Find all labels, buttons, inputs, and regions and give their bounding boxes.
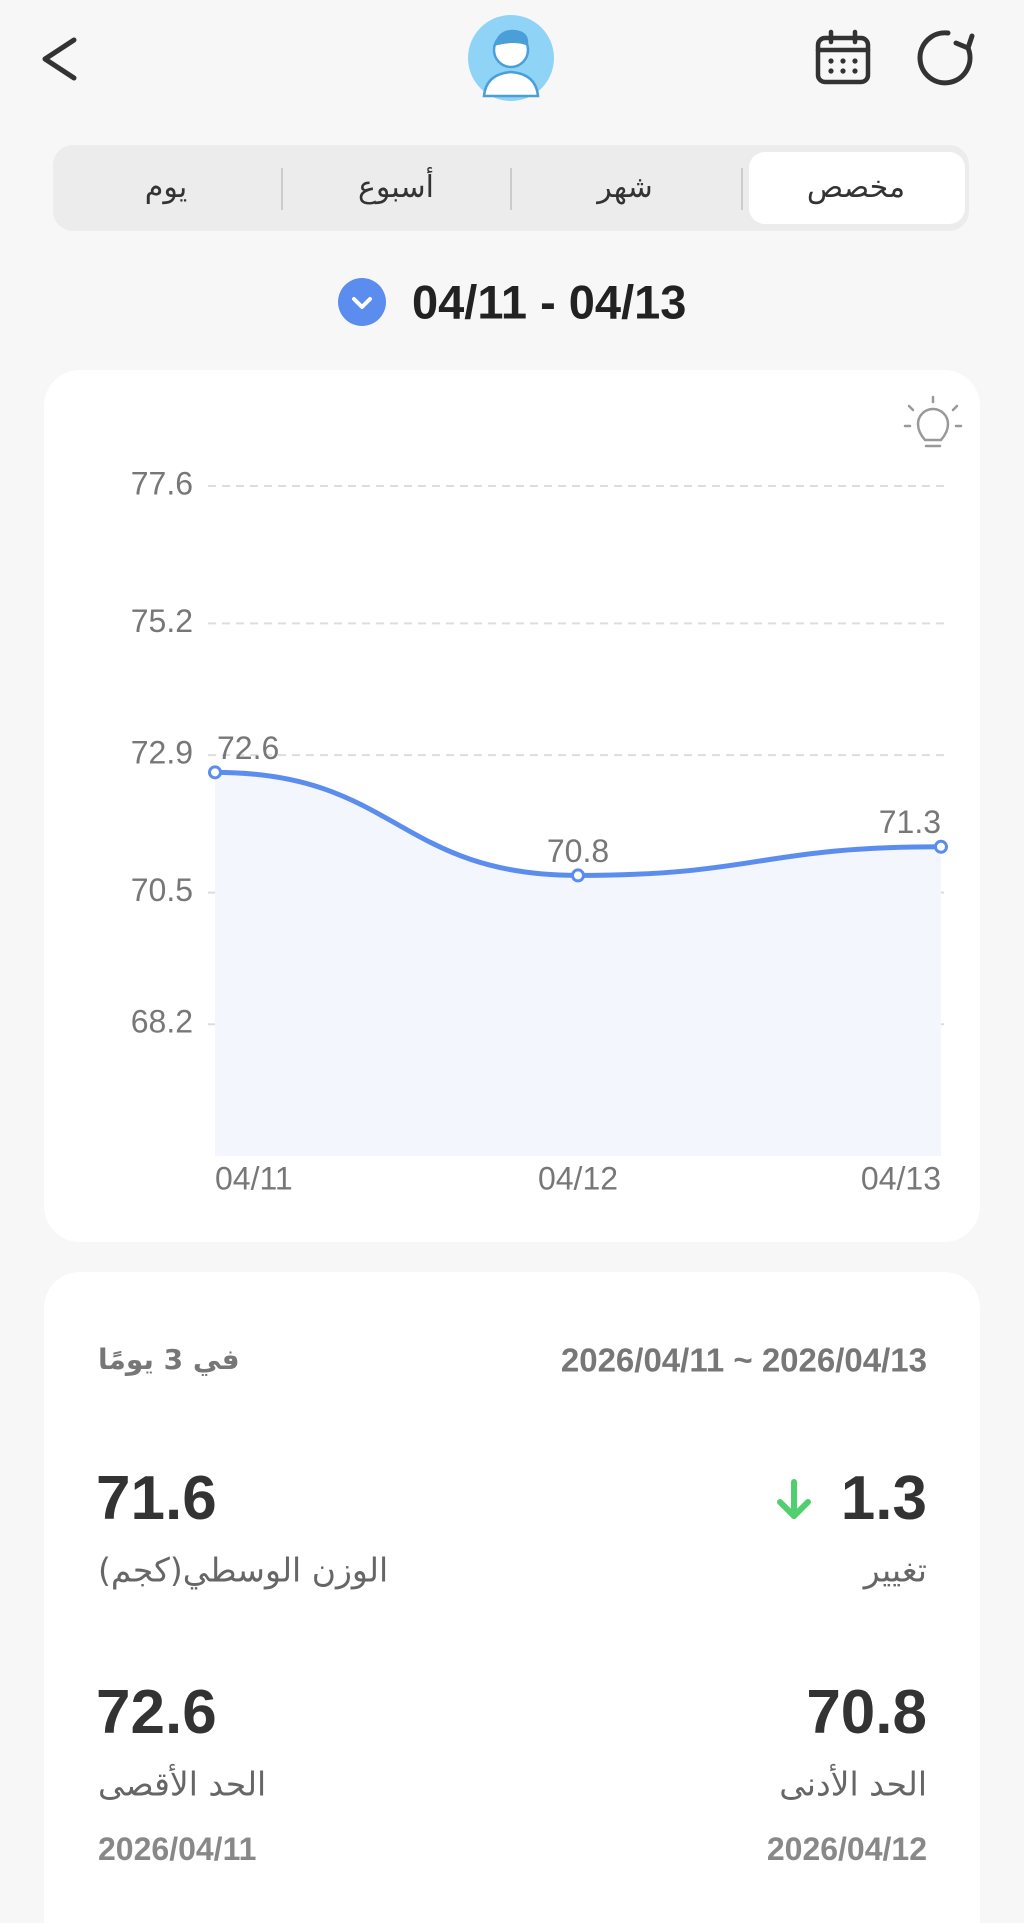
back-button[interactable] xyxy=(42,37,77,81)
point xyxy=(571,868,585,883)
summary-card xyxy=(44,1272,980,1923)
change-label: تغيير xyxy=(863,1550,927,1590)
active-tab xyxy=(749,152,965,224)
tab[interactable]: شهر xyxy=(597,170,653,205)
point xyxy=(208,765,222,780)
y-tick-label: 72.9 xyxy=(131,735,193,771)
decrease-arrow xyxy=(777,1479,811,1519)
y-tick-label: 77.6 xyxy=(131,465,193,501)
x-tick-label: 04/13 xyxy=(861,1160,941,1196)
minimum-value: 70.8 xyxy=(806,1678,927,1747)
data-label: 71.3 xyxy=(879,804,941,840)
tab[interactable]: أسبوع xyxy=(358,170,434,205)
y-tick-label: 70.5 xyxy=(131,872,193,908)
data-label: 70.8 xyxy=(547,833,609,869)
data-label: 72.6 xyxy=(217,730,279,766)
maximum-label: الحد الأقصى xyxy=(98,1764,267,1804)
tab[interactable]: مخصص xyxy=(806,170,906,205)
date-range[interactable]: 04/11 - 04/13 xyxy=(412,275,687,329)
average-value: 71.6 xyxy=(96,1464,217,1533)
maximum-date: 2026/04/11 xyxy=(98,1831,257,1867)
weight-chart: 68.2 70.5 72.9 75.2 77.6 72.6 70.8 71.3 04/11 04/… xyxy=(131,465,950,1196)
y-tick-label: 75.2 xyxy=(131,603,193,639)
area xyxy=(215,772,941,1156)
calendar-button[interactable] xyxy=(815,29,871,85)
minimum-date: 2026/04/12 xyxy=(766,1831,927,1867)
date-dropdown[interactable] xyxy=(338,278,386,326)
refresh-button[interactable] xyxy=(917,30,975,86)
y-tick-label: 68.2 xyxy=(131,1004,193,1040)
maximum-value: 72.6 xyxy=(96,1678,217,1747)
period: في 3 يومًا xyxy=(98,1343,240,1376)
minimum-label: الحد الأدنى xyxy=(779,1764,927,1804)
change-value: 1.3 xyxy=(840,1464,927,1533)
average-label: الوزن الوسطي(كجم) xyxy=(98,1550,389,1590)
x-tick-label: 04/12 xyxy=(538,1160,618,1196)
date-span: 2026/04/11 ~ 2026/04/13 xyxy=(560,1341,927,1379)
point xyxy=(934,839,948,854)
tab[interactable]: يوم xyxy=(144,170,188,205)
tip-icon[interactable] xyxy=(903,395,963,448)
avatar[interactable] xyxy=(468,15,554,101)
x-tick-label: 04/11 xyxy=(215,1160,293,1196)
